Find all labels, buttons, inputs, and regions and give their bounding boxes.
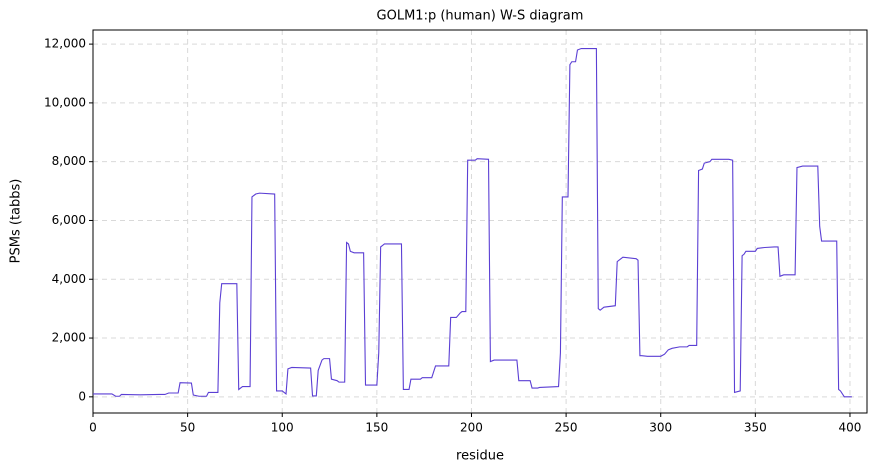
y-tick-label: 12,000: [44, 37, 86, 51]
x-tick-label: 100: [271, 421, 294, 435]
x-tick-label: 250: [555, 421, 578, 435]
y-tick-label: 4,000: [52, 272, 86, 286]
x-tick-label: 200: [460, 421, 483, 435]
x-tick-label: 400: [839, 421, 862, 435]
y-axis-label: PSMs (tabbs): [9, 179, 24, 264]
x-tick-label: 300: [649, 421, 672, 435]
y-tick-label: 8,000: [52, 154, 86, 168]
x-tick-label: 150: [365, 421, 388, 435]
x-tick-label: 50: [180, 421, 195, 435]
x-tick-label: 350: [744, 421, 767, 435]
x-axis-label: residue: [456, 449, 504, 464]
plot-frame: [92, 29, 868, 414]
y-tick-label: 0: [78, 389, 86, 403]
x-tick-label: 0: [89, 421, 97, 435]
data-line: [93, 47, 852, 398]
chart-title: GOLM1:p (human) W-S diagram: [377, 9, 584, 24]
y-tick-label: 6,000: [52, 213, 86, 227]
y-tick-label: 10,000: [44, 95, 86, 109]
y-tick-label: 2,000: [52, 331, 86, 345]
